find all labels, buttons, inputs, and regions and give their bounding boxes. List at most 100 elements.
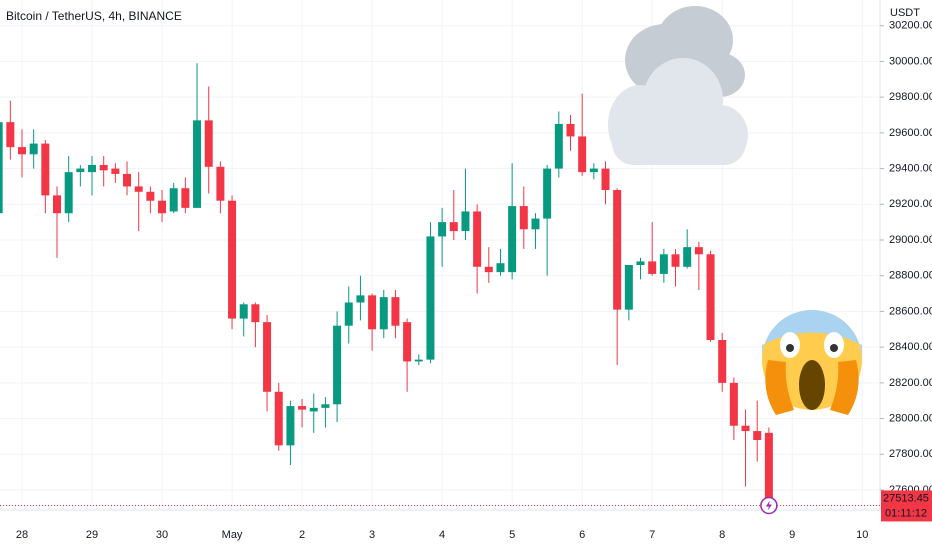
- y-tick-label: 29200.00: [889, 198, 932, 210]
- candle-body: [718, 340, 727, 383]
- alert-bolt: [765, 500, 772, 511]
- candle-body: [589, 168, 598, 173]
- last-price-label: 27513.45: [883, 492, 929, 504]
- candle-body: [473, 211, 482, 267]
- candle-body: [146, 191, 155, 201]
- candle-body: [648, 261, 657, 274]
- y-tick-label: 28600.00: [889, 305, 932, 317]
- candle-body: [508, 206, 517, 273]
- y-tick-label: 27800.00: [889, 448, 932, 460]
- candle-body: [29, 143, 38, 155]
- candle-body: [286, 406, 295, 446]
- x-tick-label: 3: [369, 529, 375, 541]
- candle-body: [193, 120, 202, 208]
- candle-body: [449, 222, 458, 232]
- candle-body: [496, 263, 505, 273]
- candle-body: [239, 304, 248, 319]
- candle-body: [706, 254, 715, 340]
- x-tick-label: 8: [719, 529, 725, 541]
- candle-body: [53, 195, 62, 214]
- candle-body: [753, 431, 762, 440]
- candle-body: [123, 173, 132, 187]
- currency-label: USDT: [890, 7, 920, 19]
- candle-body: [729, 382, 738, 426]
- candle-body: [683, 247, 692, 267]
- candle-body: [391, 297, 400, 326]
- candle-body: [671, 254, 680, 267]
- candle-body: [543, 168, 552, 219]
- candle-body: [76, 168, 85, 173]
- scream-emoji: [762, 310, 862, 415]
- x-tick-label: 4: [439, 529, 445, 541]
- candle-body: [333, 325, 342, 405]
- candle-body: [251, 304, 260, 323]
- candle-body: [169, 188, 178, 212]
- candle-body: [438, 222, 447, 237]
- candle-body: [18, 147, 26, 155]
- candle-body: [484, 266, 493, 273]
- candle-body: [426, 236, 435, 360]
- candle-body: [181, 188, 190, 208]
- candle-body: [158, 200, 167, 214]
- candle-body: [764, 432, 773, 506]
- y-tick-label: 28200.00: [889, 377, 932, 389]
- candle-body: [368, 295, 377, 330]
- x-tick-label: 2: [299, 529, 305, 541]
- y-tick-label: 29000.00: [889, 234, 932, 246]
- candle-body: [554, 123, 563, 169]
- candle-body: [519, 206, 528, 230]
- candle-body: [566, 123, 575, 137]
- candle-body: [41, 143, 50, 196]
- candle-body: [321, 404, 330, 408]
- candle-body: [403, 322, 412, 362]
- last-price-box: [881, 490, 932, 522]
- candle-body: [309, 407, 318, 412]
- candle-body: [216, 166, 225, 201]
- x-tick-label: 28: [16, 529, 28, 541]
- y-tick-label: 29400.00: [889, 162, 932, 174]
- candle-body: [379, 297, 388, 330]
- y-tick-label: 28400.00: [889, 341, 932, 353]
- candle-body: [228, 200, 237, 319]
- candle-body: [531, 218, 540, 230]
- candle-body: [111, 168, 120, 174]
- x-tick-label: 6: [579, 529, 585, 541]
- candle-body: [461, 211, 470, 232]
- x-tick-label: May: [222, 529, 243, 541]
- x-tick-label: 10: [856, 529, 868, 541]
- candles: [0, 63, 773, 507]
- candle-body: [6, 122, 15, 148]
- x-tick-label: 9: [789, 529, 795, 541]
- candle-body: [99, 165, 108, 171]
- x-tick-label: 7: [649, 529, 655, 541]
- candle-body: [134, 186, 143, 192]
- y-tick-label: 30200.00: [889, 20, 932, 32]
- cloud-emoji: [608, 6, 748, 165]
- candle-body: [578, 136, 587, 173]
- candle-body: [344, 302, 353, 326]
- candle-body: [694, 247, 703, 255]
- candle-body: [601, 168, 610, 190]
- candle-body: [263, 322, 272, 392]
- candle-body: [414, 359, 423, 362]
- candle-body: [613, 190, 622, 310]
- chart-title: Bitcoin / TetherUS, 4h, BINANCE: [6, 9, 182, 23]
- candle-body: [204, 120, 213, 167]
- candle-body: [356, 295, 365, 303]
- y-tick-label: 28800.00: [889, 270, 932, 282]
- x-tick-label: 30: [156, 529, 168, 541]
- x-tick-label: 29: [86, 529, 98, 541]
- candle-body: [274, 391, 283, 446]
- candle-body: [0, 122, 3, 214]
- y-tick-label: 28000.00: [889, 412, 932, 424]
- y-tick-label: 29600.00: [889, 127, 932, 139]
- candle-body: [659, 254, 668, 274]
- candle-body: [741, 425, 750, 432]
- candle-body: [624, 265, 633, 310]
- y-tick-label: 29800.00: [889, 91, 932, 103]
- countdown-label: 01:11:12: [885, 507, 927, 519]
- candle-body: [636, 261, 645, 265]
- y-tick-label: 30000.00: [889, 55, 932, 67]
